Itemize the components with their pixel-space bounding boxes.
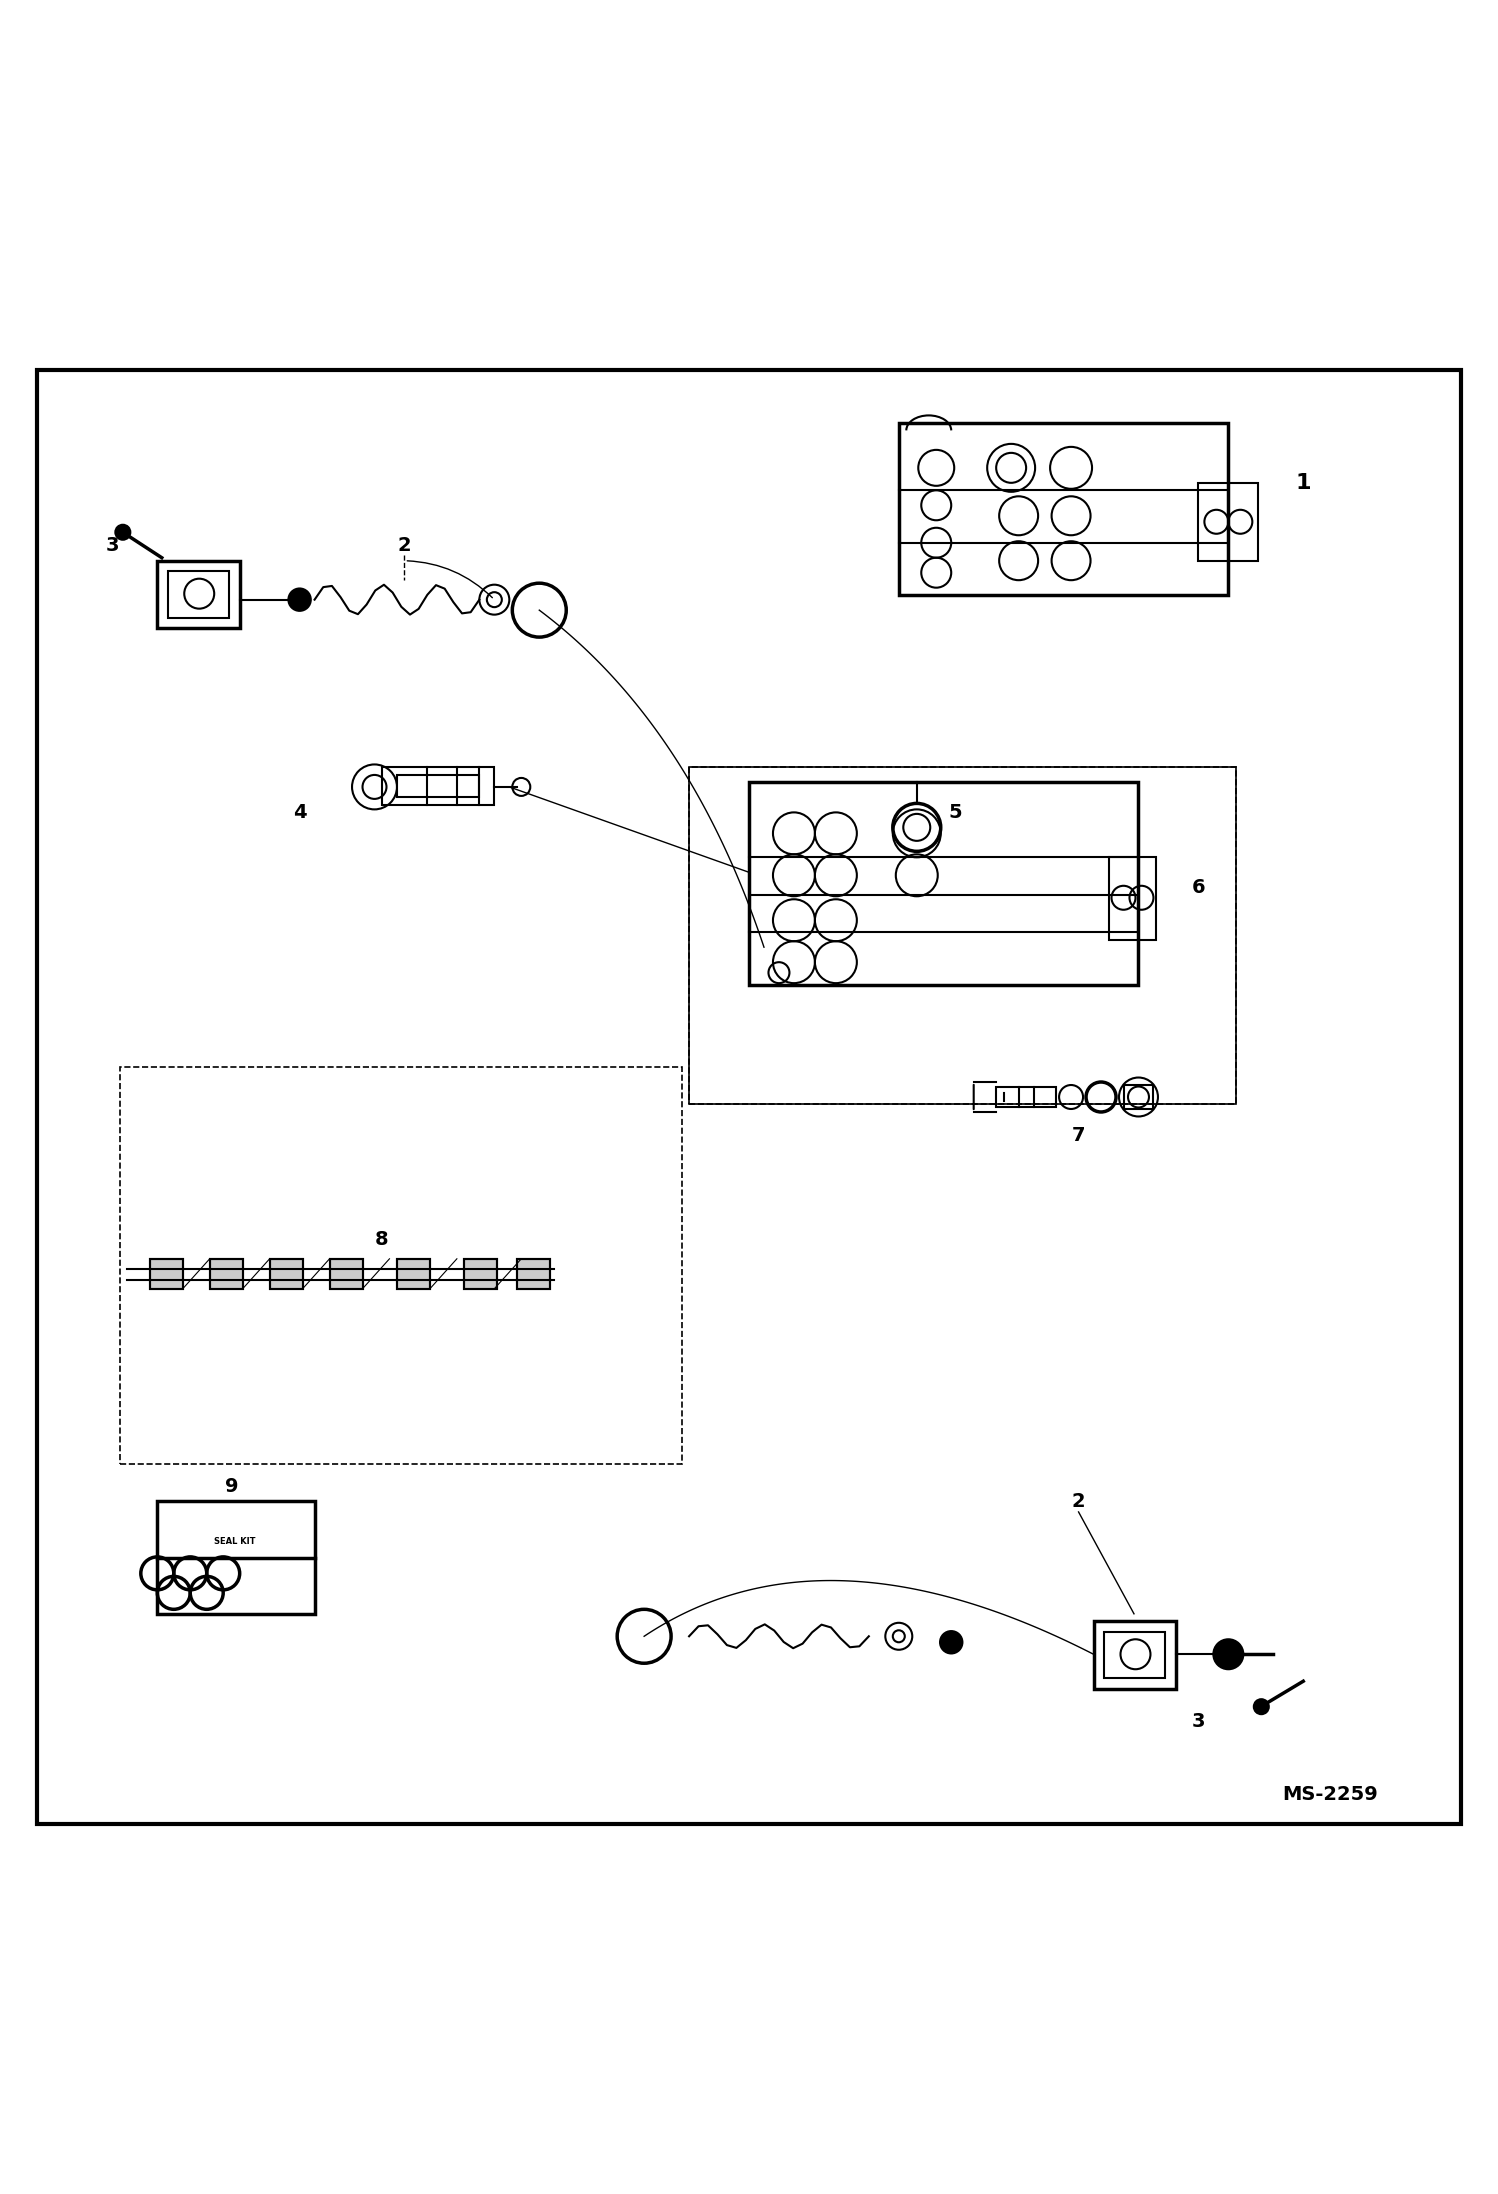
Text: 2: 2 [1071,1492,1086,1512]
Bar [382,768,494,805]
Bar [210,1259,243,1288]
Bar [1109,858,1156,939]
Bar [210,1259,243,1288]
Bar [397,774,479,796]
Text: 3: 3 [105,535,120,555]
Text: 2: 2 [397,535,412,555]
Bar [749,783,1138,985]
Bar [397,1259,430,1288]
Bar [1094,1621,1176,1689]
Text: MS-2259: MS-2259 [1282,1786,1378,1803]
Bar [689,768,1236,1104]
Circle shape [1254,1698,1269,1714]
Text: 3: 3 [1191,1711,1206,1731]
Bar [168,570,229,619]
Bar [996,1086,1056,1108]
Bar [150,1259,183,1288]
Bar [330,1259,363,1288]
Bar [157,1501,315,1615]
Bar [899,423,1228,595]
Bar [120,1066,682,1463]
Text: 7: 7 [1071,1126,1086,1145]
Text: 1: 1 [1296,474,1311,494]
Circle shape [941,1632,962,1652]
Bar [330,1259,363,1288]
Text: 8: 8 [374,1231,389,1248]
Text: SEAL KIT: SEAL KIT [214,1538,256,1547]
Bar [464,1259,497,1288]
Bar [397,1259,430,1288]
Text: 6: 6 [1191,878,1206,897]
Bar [517,1259,550,1288]
Text: 5: 5 [948,803,963,823]
Bar [1198,483,1258,562]
Bar [689,768,1236,1104]
Bar [1104,1632,1165,1678]
Text: 4: 4 [292,803,307,823]
Text: 9: 9 [225,1477,240,1496]
Bar [150,1259,183,1288]
Circle shape [289,590,310,610]
Bar [157,562,240,627]
Bar [464,1259,497,1288]
Circle shape [115,524,130,540]
Bar [517,1259,550,1288]
Bar [270,1259,303,1288]
Circle shape [1213,1639,1243,1670]
Bar [270,1259,303,1288]
Bar [1124,1086,1153,1108]
